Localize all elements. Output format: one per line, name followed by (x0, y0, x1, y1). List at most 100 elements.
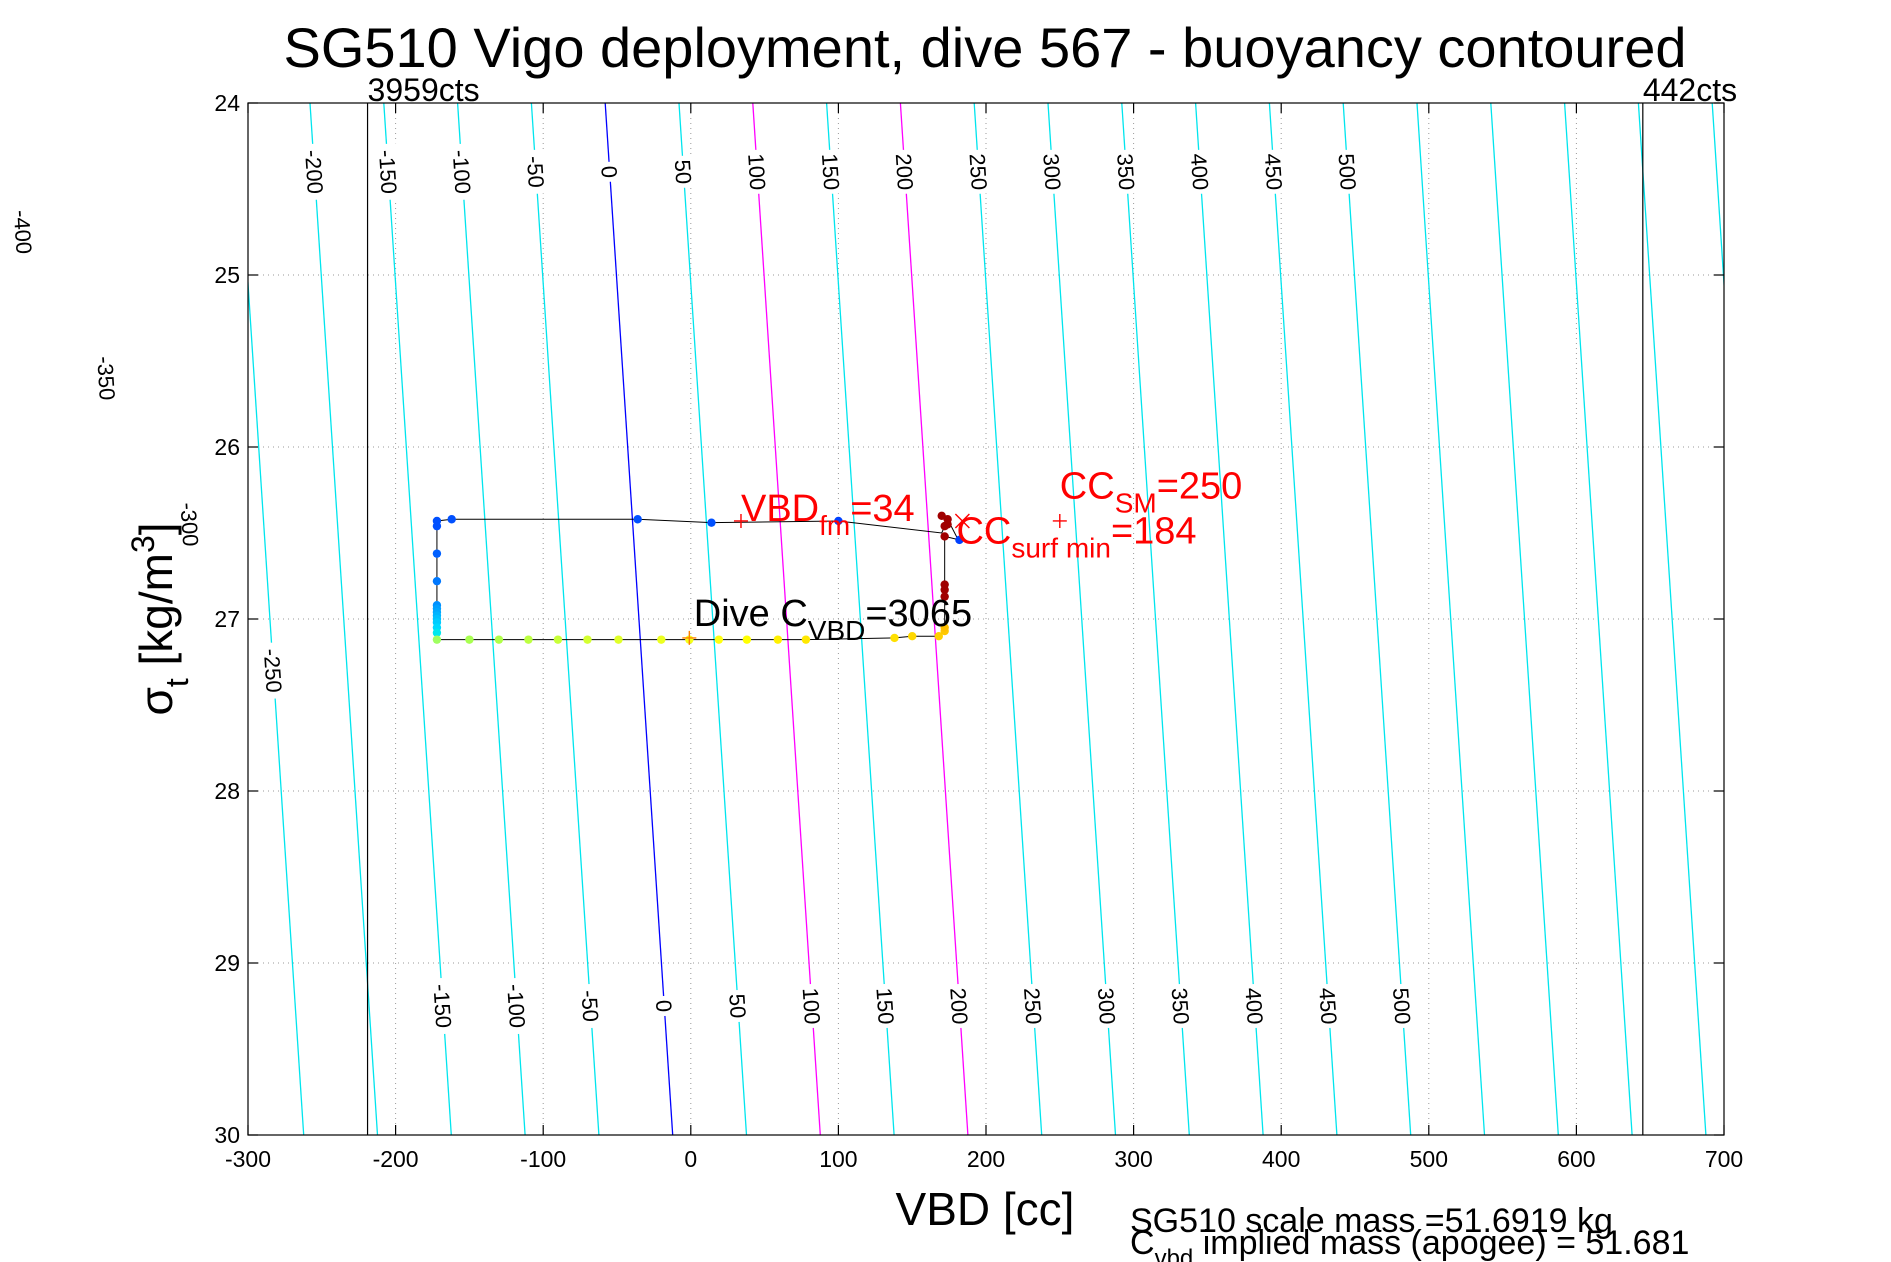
cc-surf-min-annotation: CCsurf min=184 (956, 510, 1196, 563)
dive-point (432, 628, 442, 637)
contour-label: -100 (501, 977, 532, 1035)
contour-label-text: -200 (300, 149, 328, 195)
cross-marker (954, 513, 970, 529)
contour-label-text: 250 (1019, 987, 1046, 1025)
contour-label-mask (816, 149, 846, 195)
contour-label: 300 (1038, 149, 1067, 195)
contour-label-mask (91, 349, 122, 407)
x-tick-label: -200 (373, 1146, 419, 1172)
contour-label-mask (8, 203, 38, 261)
contour-label-text: 350 (1167, 987, 1194, 1025)
contour-label-mask (945, 983, 974, 1029)
contour-label-mask (890, 149, 920, 195)
contour-line (456, 103, 526, 1135)
contour-label-mask (1018, 983, 1048, 1029)
dive-point (940, 592, 949, 601)
x-tick-label: 400 (1262, 1146, 1300, 1172)
grid (248, 103, 1724, 1135)
contour-label-text: 100 (798, 987, 825, 1025)
dive-point (955, 535, 964, 545)
contour-label-text: 300 (1038, 153, 1065, 191)
contour-label: 400 (1240, 983, 1270, 1029)
contour-label-text: 150 (817, 153, 844, 191)
x-tick-label: 200 (967, 1146, 1005, 1172)
chart-title: SG510 Vigo deployment, dive 567 - buoyan… (283, 16, 1686, 79)
contour-label-text: -50 (522, 155, 549, 188)
contour-label-text: 50 (724, 993, 751, 1019)
dive-point (614, 635, 623, 644)
annotation-base: CC (1060, 466, 1115, 508)
contour-label-text: -250 (259, 648, 287, 694)
contour-label-mask (258, 641, 289, 700)
contour-line (678, 103, 748, 1135)
contour-label-mask (373, 143, 404, 201)
contour-label-mask (1111, 149, 1141, 195)
contour-label: 350 (1111, 149, 1141, 195)
y-axis-label-base: σ (130, 687, 182, 715)
contour-label-text: 300 (1093, 987, 1120, 1025)
contour-label-mask (669, 154, 698, 189)
dive-point (432, 635, 442, 644)
y-axis-label: σt [kg/m3] (125, 522, 195, 715)
contour-labels: -400 -350 -300 -250 -200 -150 -150 -100 -100 -50 -… (8, 143, 1417, 1035)
annotation-subscript: VBD (808, 615, 866, 646)
contour-label: 300 (1092, 983, 1122, 1029)
contour-line (530, 103, 600, 1135)
contour-label-text: 450 (1314, 987, 1341, 1025)
scale-mass-text: SG510 scale mass =51.6919 kg (1130, 1202, 1613, 1240)
contour-label-mask (724, 989, 753, 1023)
dive-point (934, 632, 943, 641)
x-tick-label: 600 (1557, 1146, 1595, 1172)
contour-label-mask (1259, 149, 1289, 195)
contour-label: 100 (742, 149, 772, 195)
contour-label-mask (521, 149, 551, 195)
dive-point (494, 635, 504, 644)
y-tick-label: 27 (214, 606, 240, 632)
contour-label-mask (1185, 149, 1215, 195)
contour-line (604, 103, 674, 1135)
contour-label-mask (964, 149, 994, 195)
y-axis-label-main: [kg/m (130, 553, 182, 678)
dive-point (583, 635, 592, 644)
contour-label-text: 400 (1186, 153, 1213, 191)
contour-label-mask (1333, 149, 1363, 195)
implied-mass-sub: vbd (1155, 1245, 1194, 1262)
contour-label: 50 (724, 989, 753, 1023)
dive-point (940, 623, 949, 632)
contour-line (1047, 103, 1117, 1135)
vbd-limit-label: 442cts (1643, 72, 1737, 108)
y-tick-label: 24 (214, 90, 240, 116)
dive-point (432, 576, 442, 586)
plus-marker (733, 513, 748, 528)
cc-sm-annotation: CCSM=250 (1060, 466, 1242, 519)
y-tick-label: 26 (214, 434, 240, 460)
plus-marker (682, 630, 697, 645)
y-axis-label-end: ] (130, 522, 182, 535)
contour-label-text: 100 (743, 153, 770, 191)
contour-label-text: 0 (651, 999, 677, 1013)
contour-line (309, 103, 379, 1135)
dive-point (524, 635, 533, 644)
contour-line (1121, 103, 1190, 1135)
y-tick-label: 30 (214, 1122, 240, 1148)
x-tick-label: -100 (520, 1146, 566, 1172)
annotation-value: =3065 (865, 593, 972, 635)
vbd-limit-label: 3959cts (368, 72, 480, 108)
dive-point (773, 635, 783, 644)
x-tick-label: 100 (819, 1146, 857, 1172)
y-axis-label-sup: 3 (125, 535, 161, 553)
contour-label: -150 (373, 143, 404, 201)
contour-label-mask (447, 143, 477, 201)
contour-label-text: 350 (1112, 153, 1139, 191)
dive-point (707, 518, 716, 527)
dive-point (801, 635, 811, 644)
contour-label-text: -100 (502, 983, 530, 1029)
dive-point (432, 549, 442, 558)
contour-label: 500 (1333, 149, 1363, 195)
contour-label-text: -350 (92, 355, 120, 401)
contour-label-mask (650, 995, 678, 1017)
contour-label-text: -300 (175, 502, 203, 548)
contour-label: -150 (428, 977, 458, 1035)
contour-label-text: 500 (1388, 987, 1415, 1025)
